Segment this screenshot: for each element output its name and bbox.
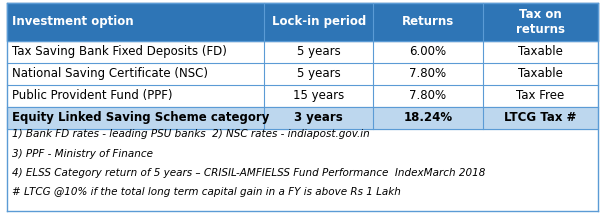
Text: 15 years: 15 years bbox=[293, 89, 344, 102]
Text: 6.00%: 6.00% bbox=[410, 45, 446, 58]
Text: 7.80%: 7.80% bbox=[410, 67, 446, 80]
Text: Investment option: Investment option bbox=[12, 15, 134, 28]
Text: 3) PPF - Ministry of Finance: 3) PPF - Ministry of Finance bbox=[12, 149, 153, 159]
Text: Tax on
returns: Tax on returns bbox=[515, 8, 564, 36]
Text: 3 years: 3 years bbox=[295, 111, 343, 124]
Text: 4) ELSS Category return of 5 years – CRISIL-AMFIELSS Fund Performance  IndexMarc: 4) ELSS Category return of 5 years – CRI… bbox=[12, 168, 485, 178]
Text: # LTCG @10% if the total long term capital gain in a FY is above Rs 1 Lakh: # LTCG @10% if the total long term capit… bbox=[12, 187, 401, 198]
Text: Taxable: Taxable bbox=[518, 67, 563, 80]
Text: Lock-in period: Lock-in period bbox=[272, 15, 366, 28]
Text: Taxable: Taxable bbox=[518, 45, 563, 58]
Text: LTCG Tax #: LTCG Tax # bbox=[504, 111, 577, 124]
Text: 7.80%: 7.80% bbox=[410, 89, 446, 102]
Text: 1) Bank FD rates - leading PSU banks  2) NSC rates - indiapost.gov.in: 1) Bank FD rates - leading PSU banks 2) … bbox=[12, 129, 370, 139]
Text: Tax Free: Tax Free bbox=[516, 89, 564, 102]
Text: National Saving Certificate (NSC): National Saving Certificate (NSC) bbox=[12, 67, 208, 80]
Text: 5 years: 5 years bbox=[297, 67, 341, 80]
Text: Equity Linked Saving Scheme category: Equity Linked Saving Scheme category bbox=[12, 111, 269, 124]
Text: Public Provident Fund (PPF): Public Provident Fund (PPF) bbox=[12, 89, 172, 102]
Text: Returns: Returns bbox=[402, 15, 454, 28]
Text: Tax Saving Bank Fixed Deposits (FD): Tax Saving Bank Fixed Deposits (FD) bbox=[12, 45, 227, 58]
Text: 5 years: 5 years bbox=[297, 45, 341, 58]
Text: 18.24%: 18.24% bbox=[404, 111, 453, 124]
